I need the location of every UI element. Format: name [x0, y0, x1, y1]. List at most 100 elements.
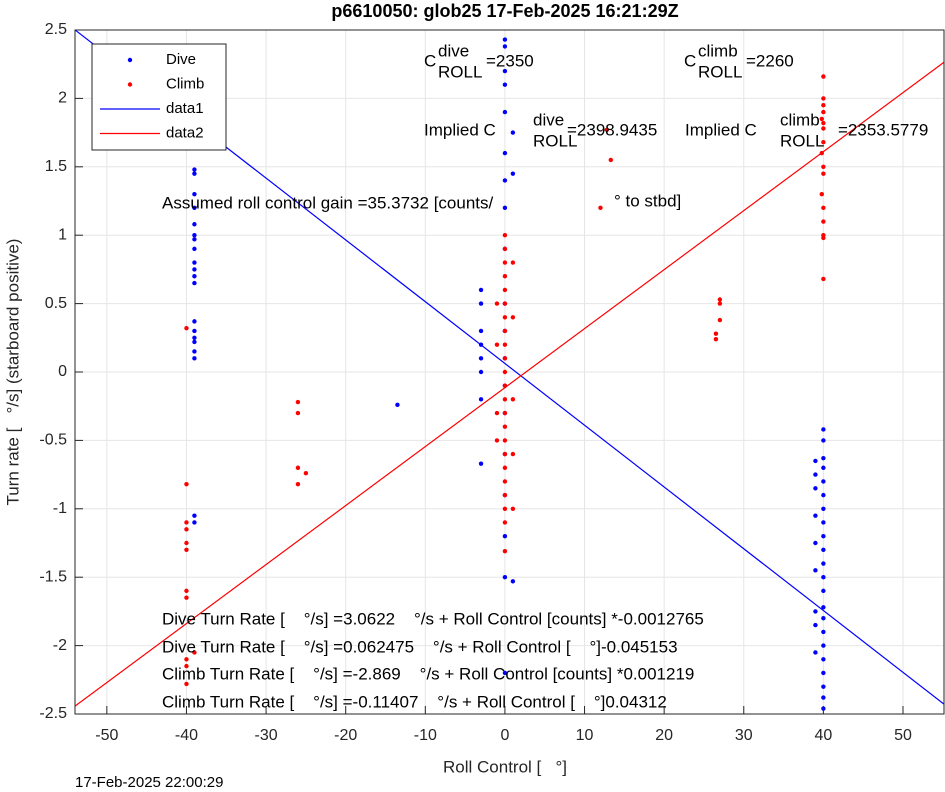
point	[192, 513, 197, 518]
point	[821, 276, 826, 282]
point	[192, 349, 197, 354]
point	[478, 328, 484, 334]
note: Assumed roll control gain =35.3732 [coun…	[162, 193, 494, 212]
point	[813, 609, 818, 614]
point	[821, 605, 826, 610]
point	[192, 335, 197, 340]
point	[192, 171, 197, 176]
point	[494, 301, 500, 306]
point	[502, 356, 508, 361]
annotation-sup: dive	[533, 110, 564, 129]
x-tick-label: -30	[255, 727, 278, 744]
point	[295, 410, 301, 416]
point	[502, 369, 508, 375]
point	[184, 547, 189, 553]
point	[192, 233, 197, 238]
point	[502, 397, 508, 402]
point	[502, 451, 508, 457]
point	[821, 139, 826, 145]
point	[821, 616, 826, 621]
annotation-value: =2353.5779	[838, 120, 928, 139]
x-tick-label: 10	[576, 727, 594, 744]
point	[510, 506, 516, 511]
point	[192, 520, 197, 525]
point	[510, 130, 516, 135]
point	[295, 399, 301, 405]
y-tick-label: -1	[53, 500, 67, 517]
legend-label: Climb	[166, 75, 204, 92]
point	[510, 451, 516, 457]
point	[502, 44, 508, 49]
annotation-value: =2260	[746, 51, 794, 70]
legend: Dive Climb data1 data2	[91, 43, 227, 151]
annotation: Implied C	[685, 120, 757, 139]
point	[502, 438, 508, 443]
marks	[75, 30, 944, 711]
legend-box	[91, 43, 227, 151]
note: ° to stbd]	[614, 191, 681, 210]
point	[295, 465, 301, 470]
point	[502, 479, 508, 484]
legend-label: Dive	[166, 51, 196, 68]
point	[192, 280, 197, 286]
point	[184, 540, 189, 546]
point	[184, 481, 189, 487]
point	[192, 328, 197, 334]
footer: 17-Feb-2025 22:00:29	[75, 774, 223, 791]
point	[192, 246, 197, 252]
point	[192, 260, 197, 265]
annotation-sub: ROLL	[533, 131, 577, 150]
point	[502, 287, 508, 293]
point	[478, 397, 484, 402]
point	[184, 663, 189, 669]
x-tick-label: 30	[735, 727, 753, 744]
x-tick-label: 40	[814, 727, 832, 744]
point	[510, 579, 516, 584]
x-tick-label: -20	[334, 727, 357, 744]
point	[813, 622, 818, 628]
point	[813, 458, 818, 464]
point	[821, 695, 826, 700]
point	[821, 126, 826, 131]
point	[813, 513, 818, 518]
point	[502, 506, 508, 511]
point	[502, 260, 508, 265]
point	[821, 561, 826, 566]
y-tick-label: 0.5	[45, 295, 67, 312]
point	[717, 301, 723, 306]
point	[502, 670, 508, 676]
point	[192, 205, 197, 211]
point	[494, 410, 500, 416]
annotation-sup: dive	[438, 41, 469, 60]
y-tick-label: 2	[58, 90, 67, 107]
point	[821, 492, 826, 498]
point	[184, 681, 189, 687]
y-tick-label: -1.5	[39, 568, 67, 585]
point	[502, 150, 508, 156]
point	[821, 520, 826, 525]
point	[510, 260, 516, 265]
point	[184, 527, 189, 532]
point	[502, 246, 508, 252]
point	[821, 575, 826, 580]
y-tick-label: -0.5	[39, 432, 67, 449]
point	[819, 116, 824, 122]
legend-marker	[127, 82, 133, 87]
point	[184, 595, 189, 600]
point	[192, 237, 197, 242]
point	[502, 575, 508, 580]
point	[502, 533, 508, 539]
fit-line	[75, 61, 944, 707]
y-tick-label: 0	[58, 363, 67, 380]
point	[598, 205, 603, 211]
point	[192, 339, 197, 345]
legend-marker	[127, 57, 133, 63]
y-tick-label: -2.5	[39, 705, 67, 722]
point	[821, 506, 826, 511]
point	[713, 331, 719, 336]
legend-label: data1	[166, 100, 204, 117]
point	[821, 547, 826, 553]
point	[821, 427, 826, 432]
point	[478, 461, 484, 466]
